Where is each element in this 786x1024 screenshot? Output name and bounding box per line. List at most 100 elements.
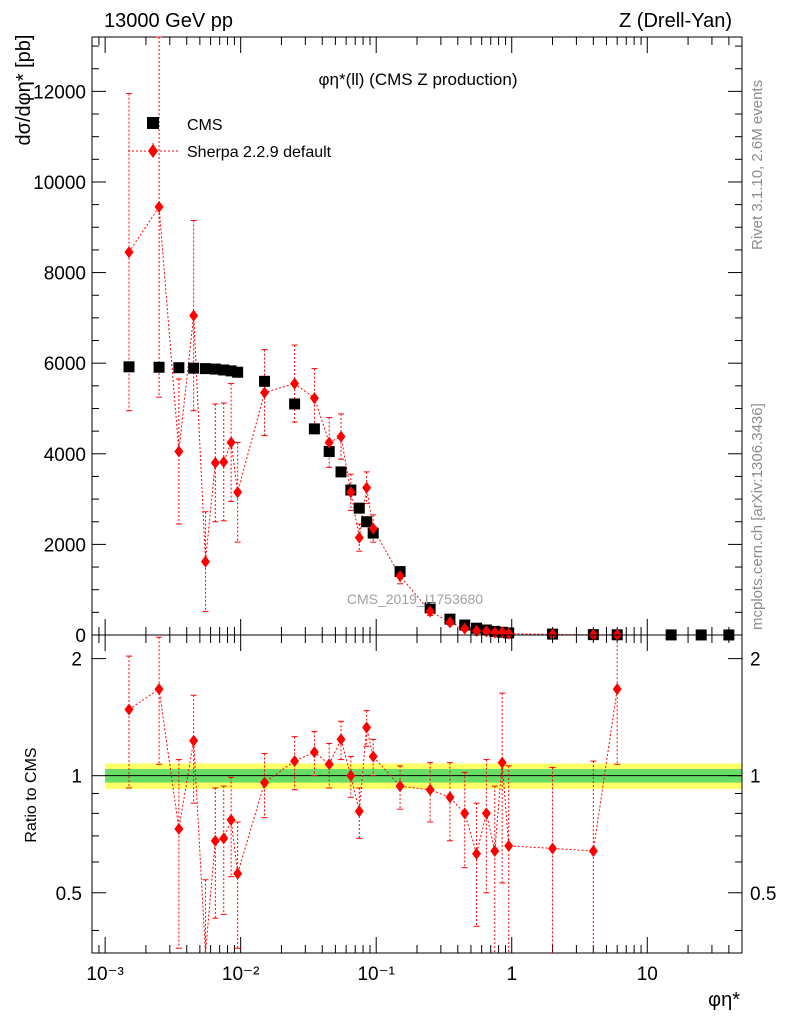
ratio-tick-label-right: 2 [750, 650, 761, 671]
ratio-panel: 0.5 0.51 12 2 10⁻³ 10⁻² 10⁻¹ 1 10 Ratio to CMS … [23, 634, 776, 1011]
main-panel: 0 2000 4000 6000 8000 10000 12000 φη*(ll) (CMS… [13, 35, 743, 647]
sherpa-point [504, 627, 514, 640]
ratio-point [154, 683, 164, 696]
sherpa-point [425, 605, 435, 618]
legend-sherpa-marker [148, 144, 158, 158]
ratio-point [233, 867, 243, 880]
sherpa-point [548, 628, 558, 641]
y-tick-label: 12000 [33, 82, 86, 103]
y-tick-label: 6000 [44, 354, 86, 375]
ratio-point [504, 839, 514, 852]
sherpa-point [481, 625, 491, 638]
legend: CMS Sherpa 2.2.9 default [128, 117, 332, 161]
ratio-tick-label-right: 1 [750, 767, 761, 788]
legend-sherpa-label: Sherpa 2.2.9 default [187, 144, 332, 161]
main-series-lines [128, 205, 618, 636]
cms-point [209, 363, 221, 375]
ratio-point [548, 842, 558, 855]
main-markers [123, 200, 735, 641]
ratio-point [210, 834, 220, 847]
ratio-point [346, 769, 356, 782]
x-tick-label: 10⁻² [222, 964, 260, 985]
cms-point [259, 375, 271, 387]
x-tick-label: 1 [506, 964, 517, 985]
ratio-point [395, 780, 405, 793]
ratio-point [189, 734, 199, 747]
rivet-label: Rivet 3.1.10, 2.6M events [749, 80, 766, 250]
x-tick-label: 10⁻³ [86, 964, 124, 985]
y-tick-label: 10000 [33, 173, 86, 194]
cms-point [153, 361, 165, 373]
ratio-point [425, 783, 435, 796]
y-tick-label: 0 [75, 626, 86, 647]
main-title: φη*(ll) (CMS Z production) [318, 70, 517, 89]
sherpa-point [233, 486, 243, 499]
ratio-point [481, 807, 491, 820]
sherpa-point [445, 616, 455, 629]
cms-point [123, 361, 135, 373]
x-axis-label: φη* [708, 989, 740, 1011]
sherpa-line [128, 205, 618, 636]
cms-point [289, 398, 301, 410]
cms-point [232, 366, 244, 378]
header-right: Z (Drell-Yan) [619, 10, 732, 32]
sherpa-point [460, 622, 470, 635]
y-tick-label: 8000 [44, 264, 86, 285]
sherpa-point [472, 624, 482, 637]
ratio-point [174, 822, 184, 835]
x-tick-label: 10⁻¹ [357, 964, 395, 985]
ratio-tick-label-left: 1 [71, 767, 82, 788]
sherpa-point [154, 200, 164, 213]
cms-point [173, 362, 185, 374]
ratio-tick-label-right: 0.5 [750, 884, 776, 905]
cms-point [361, 516, 373, 528]
sherpa-point [490, 626, 500, 639]
ratio-point [124, 703, 134, 716]
ratio-tick-label-left: 0.5 [56, 884, 82, 905]
ratio-point [588, 845, 598, 858]
sherpa-point [336, 430, 346, 443]
ratio-frame [91, 634, 743, 954]
ratio-point [309, 746, 319, 759]
ratio-point [260, 776, 270, 789]
main-y-label: dσ/dφη* [pb] [13, 35, 35, 146]
ratio-y-label: Ratio to CMS [23, 747, 40, 842]
sherpa-point [362, 481, 372, 494]
ratio-band [105, 763, 742, 789]
sherpa-point [290, 377, 300, 390]
sherpa-point [189, 309, 199, 322]
sherpa-point [260, 386, 270, 399]
sherpa-point [124, 246, 134, 259]
ratio-point [226, 813, 236, 826]
cms-point [353, 502, 365, 514]
sherpa-point [368, 522, 378, 535]
ratio-point [472, 847, 482, 860]
ratio-point [460, 807, 470, 820]
ratio-point [290, 755, 300, 768]
x-tick-label: 10 [637, 964, 658, 985]
sherpa-point [174, 445, 184, 458]
sherpa-point [309, 392, 319, 405]
ratio-point [354, 805, 364, 818]
cms-point [308, 423, 320, 435]
ratio-markers [124, 683, 622, 880]
ratio-point [336, 733, 346, 746]
ratio-line [128, 688, 618, 954]
ratio-point [368, 750, 378, 763]
legend-cms-marker [147, 117, 159, 129]
ratio-tick-label-left: 2 [71, 650, 82, 671]
ratio-point [497, 756, 507, 769]
cms-point [323, 446, 335, 458]
ratio-series-line [128, 688, 618, 954]
ratio-point [324, 758, 334, 771]
ratio-point [445, 791, 455, 804]
legend-cms-label: CMS [187, 117, 223, 134]
ratio-point [612, 683, 622, 696]
cms-point [188, 362, 200, 374]
ratio-point [219, 832, 229, 845]
y-tick-label: 4000 [44, 445, 86, 466]
sherpa-point [200, 555, 210, 568]
cms-point [218, 364, 230, 376]
ratio-point [490, 845, 500, 858]
